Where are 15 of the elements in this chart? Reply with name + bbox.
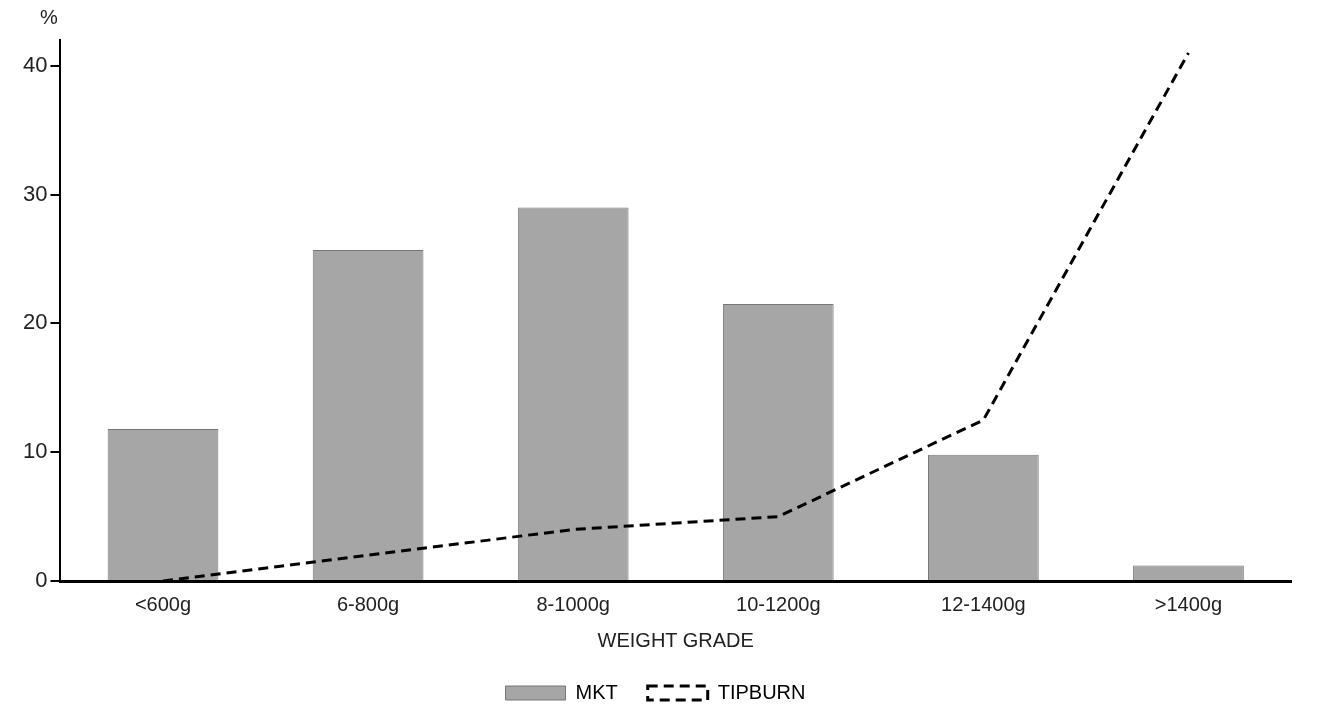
y-tick-label: 0 <box>35 567 48 593</box>
x-axis-title: WEIGHT GRADE <box>597 628 754 651</box>
legend-label: TIPBURN <box>717 680 806 703</box>
x-tick-label: >1400g <box>1154 592 1223 615</box>
y-tick-label: 30 <box>22 180 48 206</box>
y-tick-label: 40 <box>22 51 48 77</box>
x-tick-label: 12-1400g <box>941 592 1026 615</box>
x-tick-label: 8-1000g <box>536 592 610 615</box>
x-tick-label: 10-1200g <box>736 592 821 615</box>
x-tick-label: 6-800g <box>336 592 400 615</box>
y-axis-title: % <box>40 6 58 29</box>
legend-label: MKT <box>575 680 618 703</box>
x-tick-label: <600g <box>134 592 192 615</box>
y-tick-label: 10 <box>22 438 48 464</box>
y-tick-label: 20 <box>22 309 48 335</box>
